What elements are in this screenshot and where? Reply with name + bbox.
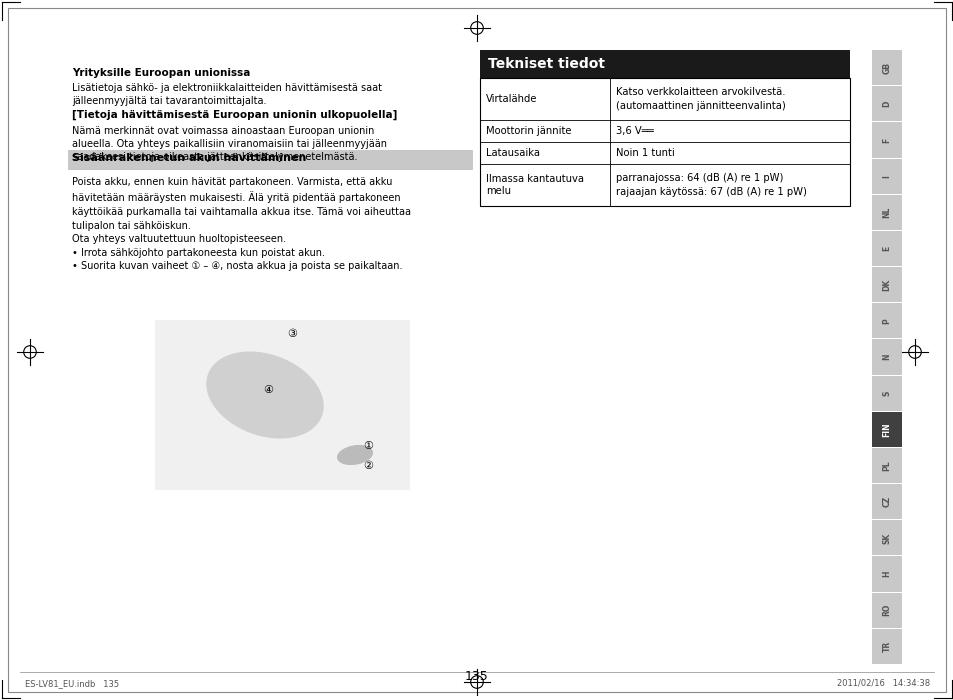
Text: E: E — [882, 246, 890, 251]
Bar — [871, 158, 901, 194]
Bar — [871, 340, 901, 374]
Text: parranajossa: 64 (dB (A) re 1 pW)
rajaajan käytössä: 67 (dB (A) re 1 pW): parranajossa: 64 (dB (A) re 1 pW) rajaaj… — [616, 173, 806, 197]
Text: P: P — [882, 318, 890, 323]
Text: 2011/02/16   14:34:38: 2011/02/16 14:34:38 — [836, 679, 929, 688]
Text: Katso verkkolaitteen arvokilvestä.
(automaattinen jännitteenvalinta): Katso verkkolaitteen arvokilvestä. (auto… — [616, 88, 785, 111]
Text: ④: ④ — [263, 385, 273, 395]
Text: TR: TR — [882, 640, 890, 652]
Text: DK: DK — [882, 279, 890, 290]
Bar — [871, 195, 901, 230]
Ellipse shape — [337, 446, 372, 464]
Text: Latausaika: Latausaika — [485, 148, 539, 158]
Bar — [871, 86, 901, 121]
Text: N: N — [882, 354, 890, 360]
Text: Noin 1 tunti: Noin 1 tunti — [616, 148, 674, 158]
Bar — [871, 376, 901, 411]
Bar — [479, 78, 849, 206]
Text: SK: SK — [882, 532, 890, 543]
Bar — [871, 267, 901, 302]
Bar — [479, 50, 849, 78]
Text: ①: ① — [363, 441, 373, 451]
Bar — [871, 122, 901, 158]
Text: [Tietoja hävittämisestä Euroopan unionin ulkopuolella]: [Tietoja hävittämisestä Euroopan unionin… — [71, 110, 397, 120]
Text: Nämä merkinnät ovat voimassa ainoastaan Euroopan unionin
alueella. Ota yhteys pa: Nämä merkinnät ovat voimassa ainoastaan … — [71, 126, 387, 162]
Bar — [871, 593, 901, 628]
Text: 135: 135 — [465, 670, 488, 683]
Text: 3,6 V══: 3,6 V══ — [616, 126, 653, 136]
Text: Virtalähde: Virtalähde — [485, 94, 537, 104]
Text: FIN: FIN — [882, 422, 890, 437]
Text: D: D — [882, 101, 890, 107]
Bar — [871, 484, 901, 519]
Bar — [68, 150, 473, 170]
Bar — [871, 50, 901, 85]
Text: H: H — [882, 570, 890, 578]
Text: NL: NL — [882, 206, 890, 218]
Text: I: I — [882, 175, 890, 178]
Text: F: F — [882, 137, 890, 143]
Text: GB: GB — [882, 62, 890, 74]
Text: S: S — [882, 391, 890, 396]
Text: PL: PL — [882, 460, 890, 471]
Text: Yrityksille Euroopan unionissa: Yrityksille Euroopan unionissa — [71, 68, 250, 78]
Text: Ilmassa kantautuva
melu: Ilmassa kantautuva melu — [485, 174, 583, 196]
Bar — [871, 412, 901, 447]
Bar — [871, 520, 901, 556]
Bar — [154, 320, 410, 490]
Bar — [871, 556, 901, 592]
Bar — [871, 629, 901, 664]
Text: Sisäänrakennetun akun hävittäminen: Sisäänrakennetun akun hävittäminen — [71, 153, 306, 163]
Text: ②: ② — [363, 461, 373, 471]
Text: CZ: CZ — [882, 496, 890, 507]
Text: RO: RO — [882, 604, 890, 617]
Text: Moottorin jännite: Moottorin jännite — [485, 126, 571, 136]
Bar — [871, 303, 901, 338]
Bar — [871, 231, 901, 266]
Text: Tekniset tiedot: Tekniset tiedot — [488, 57, 604, 71]
Ellipse shape — [207, 352, 323, 438]
Text: Lisätietoja sähkö- ja elektroniikkalaitteiden hävittämisestä saat
jälleenmyyjält: Lisätietoja sähkö- ja elektroniikkalaitt… — [71, 83, 381, 106]
Text: ③: ③ — [287, 329, 296, 339]
Text: ES-LV81_EU.indb   135: ES-LV81_EU.indb 135 — [25, 679, 119, 688]
Text: Poista akku, ennen kuin hävität partakoneen. Varmista, että akku
hävitetään määr: Poista akku, ennen kuin hävität partakon… — [71, 177, 411, 272]
Bar — [871, 448, 901, 483]
